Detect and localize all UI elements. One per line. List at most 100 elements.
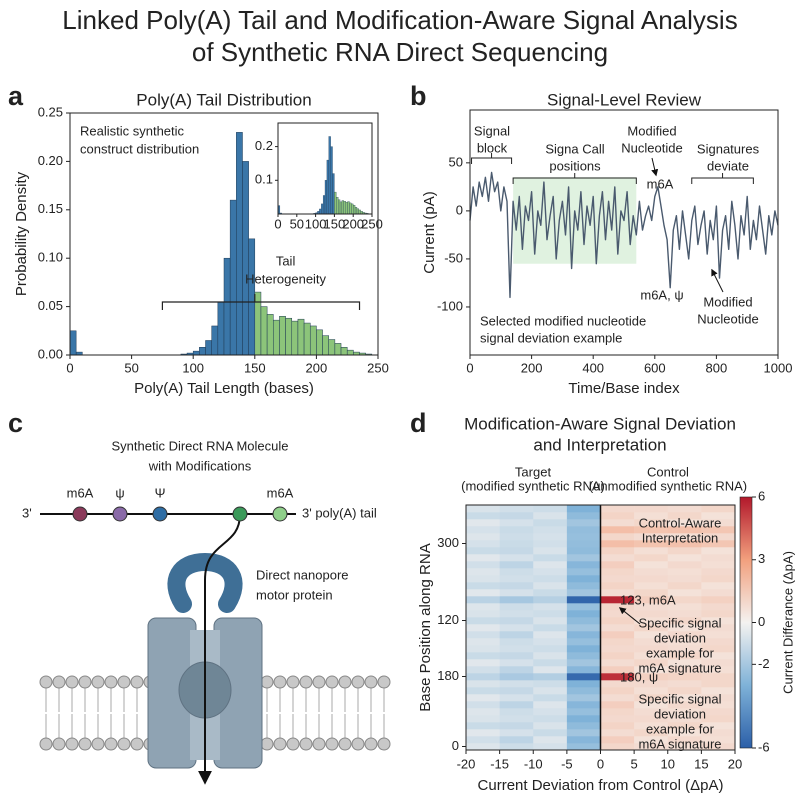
lipid-head bbox=[312, 737, 326, 751]
heatmap-cell bbox=[533, 610, 568, 618]
lipid-head bbox=[78, 675, 92, 689]
heatmap-cell bbox=[566, 533, 601, 541]
heatmap-cell bbox=[667, 645, 702, 653]
heatmap-cell bbox=[701, 589, 736, 597]
heatmap-cell bbox=[701, 540, 736, 548]
heatmap-cell bbox=[533, 729, 568, 737]
inset-bar bbox=[319, 208, 322, 215]
heatmap-cell bbox=[667, 547, 702, 555]
heatmap-cell bbox=[466, 624, 500, 632]
heatmap-cell bbox=[600, 561, 635, 569]
heatmap-cell bbox=[466, 631, 500, 639]
heatmap-cell bbox=[701, 519, 736, 527]
heatmap-cell bbox=[667, 554, 702, 562]
inset-bar bbox=[339, 201, 343, 215]
heatmap-cell bbox=[533, 708, 568, 716]
heatmap-cell bbox=[701, 701, 736, 709]
heatmap-cell bbox=[701, 687, 736, 695]
heatmap-cell bbox=[466, 505, 500, 513]
bar bbox=[322, 335, 329, 356]
lipid-head bbox=[91, 675, 105, 689]
lipid-head bbox=[52, 737, 66, 751]
x-tick-label: -10 bbox=[524, 756, 543, 771]
annotation: Signal bbox=[474, 123, 510, 138]
lipid-head bbox=[117, 737, 131, 751]
heatmap-cell bbox=[701, 533, 736, 541]
y-tick-label: 0 bbox=[456, 202, 463, 217]
heatmap-cell bbox=[466, 736, 500, 744]
heatmap-cell bbox=[701, 729, 736, 737]
inset-x-tick-label: 50 bbox=[290, 216, 304, 231]
lipid-head bbox=[351, 675, 365, 689]
bar bbox=[291, 320, 299, 356]
heatmap-cell bbox=[566, 617, 601, 625]
heatmap-cell bbox=[634, 603, 669, 611]
heatmap-cell bbox=[466, 722, 500, 730]
bar bbox=[340, 347, 348, 356]
heatmap-cell bbox=[634, 680, 669, 688]
heatmap-cell bbox=[701, 659, 736, 667]
heatmap-cell bbox=[533, 631, 568, 639]
heatmap-cell bbox=[466, 533, 500, 541]
panel-title: Modification-Aware Signal Deviation bbox=[464, 414, 736, 433]
panel-letter: d bbox=[410, 408, 427, 438]
x-tick-label: 400 bbox=[582, 360, 604, 375]
heatmap-cell bbox=[566, 505, 601, 513]
x-tick-label: 20 bbox=[728, 756, 742, 771]
inset-bar bbox=[330, 146, 333, 215]
panel-letter: b bbox=[410, 81, 427, 111]
heatmap-cell bbox=[634, 708, 669, 716]
heatmap-cell bbox=[533, 624, 568, 632]
heatmap-cell bbox=[600, 603, 635, 611]
heatmap-cell bbox=[667, 701, 702, 709]
heatmap-cell bbox=[667, 540, 702, 548]
annotation: m6A signature bbox=[638, 660, 721, 675]
heatmap-cell bbox=[566, 561, 601, 569]
heatmap-cell bbox=[634, 638, 669, 646]
heatmap-cell bbox=[667, 610, 702, 618]
heatmap-cell bbox=[533, 603, 568, 611]
heatmap-cell bbox=[566, 582, 601, 590]
heatmap-cell bbox=[600, 624, 635, 632]
heatmap-cell bbox=[533, 659, 568, 667]
heatmap-cell bbox=[566, 673, 601, 681]
heatmap-cell bbox=[701, 715, 736, 723]
heatmap-cell bbox=[600, 708, 635, 716]
annotation: Heterogeneity bbox=[245, 271, 326, 286]
annotation: Selected modified nucleotide bbox=[480, 313, 646, 328]
heatmap-cell bbox=[566, 547, 601, 555]
inset-bar bbox=[336, 196, 339, 215]
heatmap-cell bbox=[533, 582, 568, 590]
heatmap-cell bbox=[499, 582, 534, 590]
heatmap-cell bbox=[499, 624, 534, 632]
heatmap-cell bbox=[566, 610, 601, 618]
heatmap-cell bbox=[701, 512, 736, 520]
heatmap-cell bbox=[533, 722, 568, 730]
y-axis-label: Probability Density bbox=[13, 171, 30, 296]
heatmap-cell bbox=[533, 694, 568, 702]
heatmap-cell bbox=[600, 701, 635, 709]
x-tick-label: -5 bbox=[561, 756, 573, 771]
heatmap-cell bbox=[667, 694, 702, 702]
heatmap-cell bbox=[634, 666, 669, 674]
heatmap-cell bbox=[533, 673, 568, 681]
lipid-head bbox=[286, 737, 300, 751]
heatmap-cell bbox=[566, 596, 601, 604]
modification-label: m6A bbox=[67, 485, 94, 500]
heatmap-cell bbox=[667, 568, 702, 576]
heatmap-cell bbox=[600, 673, 635, 681]
heatmap-cell bbox=[600, 722, 635, 730]
lipid-head bbox=[338, 737, 352, 751]
heatmap-cell bbox=[634, 596, 669, 604]
x-tick-label: 0 bbox=[466, 360, 473, 375]
annotation: construct distribution bbox=[80, 141, 199, 156]
y-tick-label: 0.10 bbox=[38, 250, 63, 265]
y-tick-label: 0.15 bbox=[38, 201, 63, 216]
bar bbox=[316, 329, 323, 356]
heatmap-cell bbox=[701, 575, 736, 583]
bracket bbox=[512, 173, 637, 184]
heatmap-cell bbox=[667, 519, 702, 527]
heatmap-cell bbox=[634, 561, 669, 569]
x-axis-label: Current Deviation from Control (ΔpA) bbox=[478, 777, 724, 794]
heatmap-cell bbox=[600, 743, 635, 751]
